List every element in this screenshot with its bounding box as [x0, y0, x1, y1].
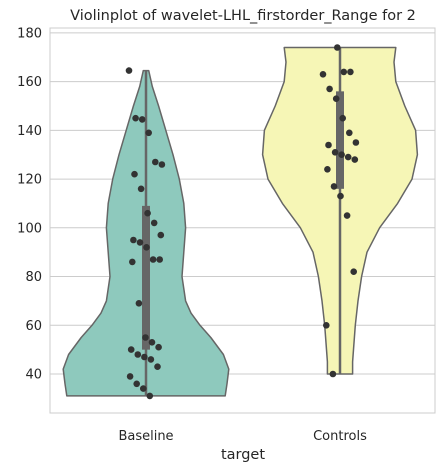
- point-controls: [343, 212, 351, 219]
- point-baseline: [138, 116, 146, 123]
- point-controls: [347, 68, 354, 76]
- point-baseline: [148, 339, 156, 346]
- chart-title: Violinplot of wavelet-LHL_firstorder_Ran…: [70, 8, 416, 24]
- point-baseline: [137, 185, 145, 193]
- y-tick-label-60: 60: [25, 319, 42, 334]
- point-controls: [351, 156, 359, 163]
- point-controls: [319, 71, 327, 78]
- point-baseline: [149, 256, 157, 263]
- y-tick-label-100: 100: [17, 221, 42, 236]
- axes: 40 60 80 100 120 140 160 180 Baseline Controls: [17, 26, 436, 444]
- point-baseline: [157, 231, 165, 239]
- point-baseline: [152, 158, 159, 166]
- point-baseline: [126, 373, 134, 380]
- point-baseline: [140, 385, 147, 392]
- point-baseline: [142, 334, 149, 341]
- point-controls: [332, 95, 340, 102]
- point-controls: [324, 166, 331, 173]
- point-baseline: [135, 300, 143, 307]
- violins: [62, 46, 419, 397]
- iqr-box-controls: [336, 91, 344, 189]
- point-baseline: [136, 239, 144, 246]
- y-tick-label-40: 40: [25, 368, 42, 383]
- point-controls: [334, 44, 341, 51]
- point-controls: [338, 151, 345, 158]
- y-tick-label-120: 120: [17, 173, 42, 188]
- y-tick-label-160: 160: [17, 75, 42, 90]
- y-tick-label-140: 140: [17, 124, 42, 139]
- strip-points: [125, 44, 360, 400]
- point-baseline: [146, 392, 154, 400]
- point-baseline: [129, 258, 136, 266]
- y-tick-label-80: 80: [25, 270, 42, 285]
- point-controls: [329, 370, 337, 378]
- x-tick-label-controls: Controls: [313, 429, 367, 444]
- point-controls: [331, 149, 339, 156]
- point-baseline: [133, 380, 140, 388]
- point-baseline: [127, 346, 135, 353]
- point-baseline: [132, 114, 139, 122]
- point-baseline: [143, 244, 150, 251]
- point-controls: [330, 183, 338, 190]
- point-baseline: [144, 209, 151, 217]
- point-baseline: [150, 219, 158, 227]
- point-controls: [344, 153, 352, 161]
- point-controls: [325, 141, 332, 149]
- y-tick-label-180: 180: [17, 26, 42, 41]
- point-controls: [337, 192, 344, 200]
- point-baseline: [130, 236, 137, 244]
- point-controls: [346, 129, 353, 137]
- point-baseline: [125, 67, 133, 74]
- point-controls: [340, 68, 348, 76]
- x-axis-label: target: [221, 447, 265, 463]
- plot-frame: [49, 27, 436, 414]
- point-baseline: [141, 353, 148, 361]
- point-baseline: [156, 256, 163, 263]
- point-baseline: [131, 170, 138, 178]
- point-controls: [350, 268, 358, 276]
- point-controls: [339, 114, 347, 122]
- inner-boxes: [142, 47, 344, 396]
- point-controls: [352, 139, 360, 146]
- point-baseline: [145, 129, 152, 137]
- point-baseline: [158, 161, 166, 168]
- iqr-box-baseline: [142, 205, 150, 350]
- point-baseline: [134, 351, 142, 358]
- point-baseline: [155, 343, 162, 351]
- point-baseline: [147, 356, 155, 363]
- point-controls: [326, 85, 333, 93]
- x-tick-label-baseline: Baseline: [118, 429, 173, 444]
- point-controls: [323, 322, 330, 329]
- point-baseline: [154, 363, 161, 371]
